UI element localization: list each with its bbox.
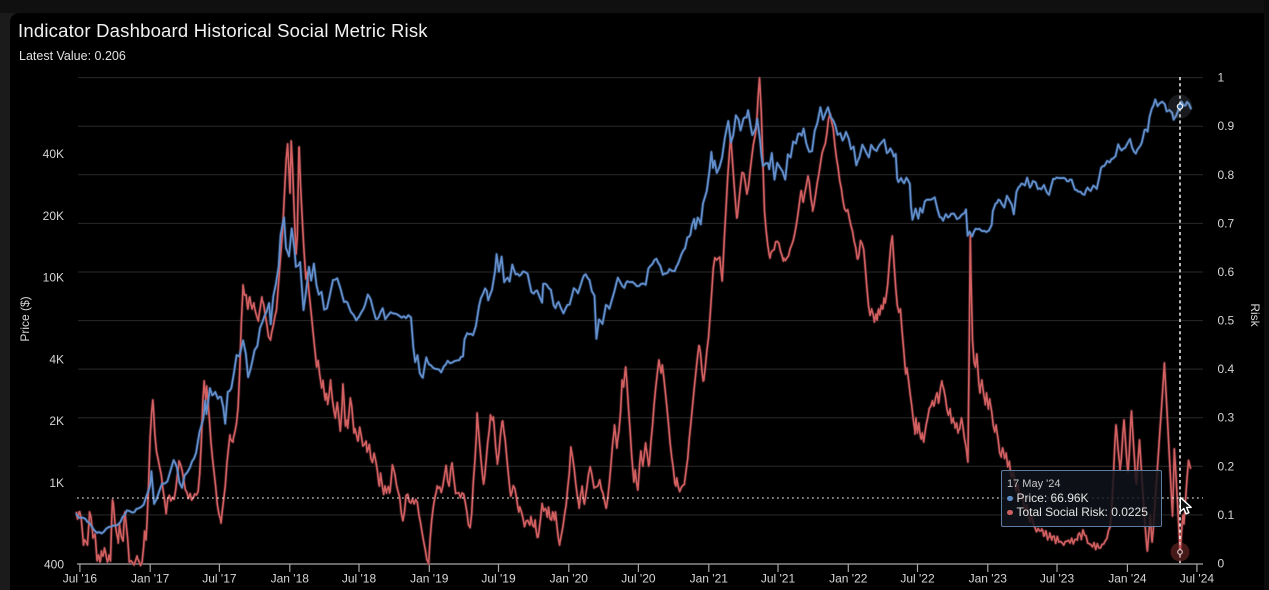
- svg-text:0.9: 0.9: [1218, 119, 1235, 133]
- svg-text:Jul '20: Jul '20: [621, 572, 656, 586]
- svg-text:Jan '19: Jan '19: [410, 572, 449, 586]
- svg-text:400: 400: [44, 558, 64, 572]
- svg-text:Jul '16: Jul '16: [63, 572, 98, 586]
- svg-text:0: 0: [1218, 557, 1225, 571]
- svg-text:Jan '23: Jan '23: [969, 572, 1008, 586]
- svg-text:Jul '23: Jul '23: [1040, 572, 1075, 586]
- svg-text:2K: 2K: [49, 414, 64, 428]
- svg-text:20K: 20K: [43, 209, 64, 223]
- svg-text:Jul '17: Jul '17: [202, 572, 237, 586]
- svg-text:0.6: 0.6: [1218, 265, 1235, 279]
- svg-text:Jan '17: Jan '17: [131, 572, 170, 586]
- svg-text:0.3: 0.3: [1218, 411, 1235, 425]
- svg-text:Jul '22: Jul '22: [900, 572, 935, 586]
- svg-text:Jan '18: Jan '18: [271, 572, 310, 586]
- svg-text:Jan '22: Jan '22: [829, 572, 868, 586]
- svg-text:Jan '24: Jan '24: [1108, 572, 1147, 586]
- svg-text:0.1: 0.1: [1218, 508, 1235, 522]
- svg-text:Jan '21: Jan '21: [690, 572, 729, 586]
- svg-text:0.8: 0.8: [1218, 168, 1235, 182]
- svg-text:Jul '19: Jul '19: [481, 572, 516, 586]
- svg-text:Risk: Risk: [1248, 303, 1262, 327]
- svg-text:1: 1: [1218, 71, 1225, 85]
- svg-text:Jul '21: Jul '21: [761, 572, 796, 586]
- svg-text:0.2: 0.2: [1218, 459, 1235, 473]
- svg-text:10K: 10K: [43, 271, 64, 285]
- svg-text:0.7: 0.7: [1218, 216, 1235, 230]
- svg-text:0.4: 0.4: [1218, 362, 1235, 376]
- svg-text:1K: 1K: [49, 476, 64, 490]
- svg-text:4K: 4K: [49, 352, 64, 366]
- svg-text:Jan '20: Jan '20: [550, 572, 589, 586]
- svg-text:Price ($): Price ($): [18, 296, 32, 341]
- svg-text:Jul '18: Jul '18: [342, 572, 377, 586]
- svg-text:Jul '24: Jul '24: [1180, 572, 1215, 586]
- svg-text:0.5: 0.5: [1218, 314, 1235, 328]
- svg-text:40K: 40K: [43, 147, 64, 161]
